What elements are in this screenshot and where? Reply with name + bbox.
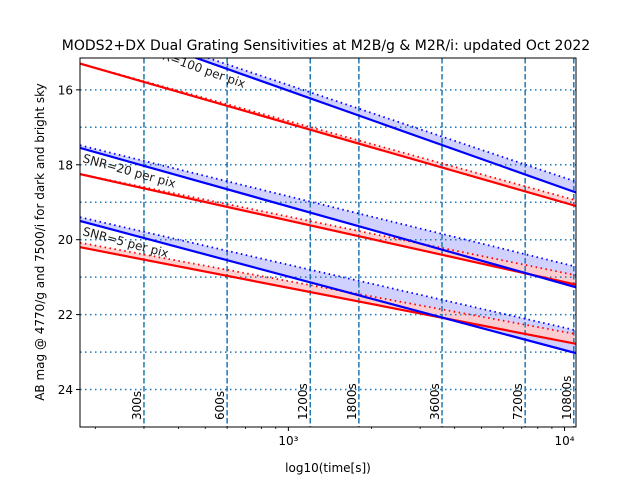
exposure-label-1800: 1800s bbox=[345, 383, 359, 420]
exposure-label-7200: 7200s bbox=[511, 383, 525, 420]
line-red-solid-band-1 bbox=[80, 173, 576, 286]
chart-title: MODS2+DX Dual Grating Sensitivities at M… bbox=[62, 38, 590, 54]
grid-lines bbox=[80, 58, 576, 427]
axes: 16 18 20 22 24 10³ 10⁴ bbox=[58, 83, 575, 448]
line-red-solid-band-0 bbox=[80, 62, 576, 208]
fill-red-band-2 bbox=[80, 242, 576, 344]
y-tick-label-18: 18 bbox=[58, 158, 73, 172]
x-axis-label: log10(time[s]) bbox=[285, 461, 371, 475]
y-tick-label-20: 20 bbox=[58, 233, 73, 247]
line-blue-dotted-band-0 bbox=[205, 58, 576, 183]
line-red-dotted-band-2 bbox=[80, 241, 576, 335]
line-blue-solid-band-2 bbox=[80, 219, 576, 355]
plot-frame bbox=[79, 57, 577, 428]
line-red-dotted-band-0 bbox=[80, 62, 576, 202]
y-tick-label-24: 24 bbox=[58, 383, 73, 397]
exposure-label-300: 300s bbox=[130, 391, 144, 420]
y-tick-label-16: 16 bbox=[58, 83, 73, 97]
line-blue-solid-band-0 bbox=[193, 58, 576, 194]
exposure-label-600: 600s bbox=[213, 391, 227, 420]
x-tick-label-10000: 10⁴ bbox=[555, 434, 575, 448]
y-tick-label-22: 22 bbox=[58, 308, 73, 322]
series-lines bbox=[80, 58, 576, 355]
y-axis-label: AB mag @ 4770/g and 7500/i for dark and … bbox=[33, 83, 47, 401]
exposure-label-10800: 10800s bbox=[560, 376, 574, 420]
line-blue-solid-band-1 bbox=[80, 146, 576, 289]
line-blue-dotted-band-1 bbox=[80, 144, 576, 268]
line-red-solid-band-2 bbox=[80, 246, 576, 345]
exposure-label-1200: 1200s bbox=[296, 383, 310, 420]
exposure-label-3600: 3600s bbox=[428, 383, 442, 420]
x-tick-label-1000: 10³ bbox=[278, 434, 298, 448]
